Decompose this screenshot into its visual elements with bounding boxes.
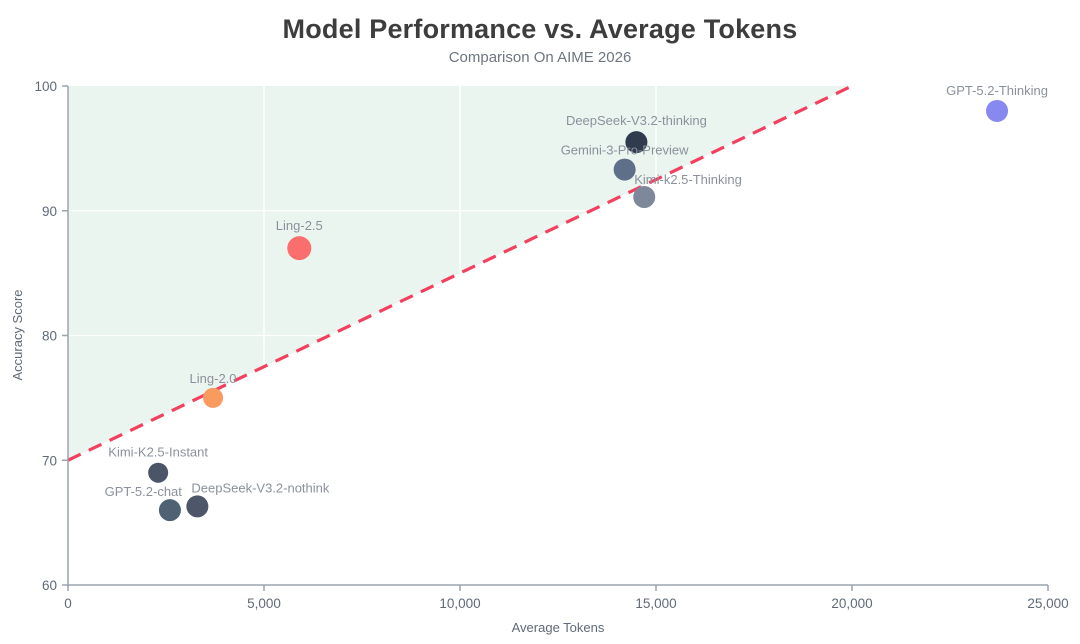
y-tick-label: 100 (34, 79, 57, 94)
point-label-gpt-5.2-chat: GPT-5.2-chat (105, 484, 183, 499)
x-tick-label: 10,000 (439, 596, 480, 611)
x-axis-label: Average Tokens (512, 620, 605, 635)
chart-subtitle: Comparison On AIME 2026 (448, 49, 632, 66)
data-point-ling-2.5 (287, 236, 312, 261)
point-label-gemini-3-pro-preview: Gemini-3-Pro-Preview (561, 143, 689, 158)
data-point-ling-2.0 (203, 387, 224, 408)
data-points (148, 99, 1009, 522)
y-axis-label: Accuracy Score (10, 289, 25, 380)
x-tick-label: 0 (64, 596, 72, 611)
reference-dashed-line (67, 84, 853, 462)
point-label-deepseek-v3.2-thinking: DeepSeek-V3.2-thinking (566, 113, 707, 128)
x-tick-label: 20,000 (831, 596, 872, 611)
point-label-ling-2.0: Ling-2.0 (190, 371, 237, 386)
data-point-gemini-3-pro-preview (613, 158, 636, 181)
trend-line (67, 84, 853, 462)
point-label-kimi-k2.5-thinking: Kimi-k2.5-Thinking (634, 172, 742, 187)
point-labels: GPT-5.2-Thinking DeepSeek-V3.2-thinking Ge… (105, 83, 1048, 499)
chart-title: Model Performance vs. Average Tokens (282, 14, 798, 44)
data-point-deepseek-v3.2-thinking (625, 131, 648, 154)
y-tick-label: 80 (42, 329, 57, 344)
point-label-gpt-5.2-thinking: GPT-5.2-Thinking (946, 83, 1048, 98)
x-tick-label: 5,000 (247, 596, 281, 611)
x-tick-label: 25,000 (1027, 596, 1068, 611)
data-point-gpt-5.2-chat (158, 499, 181, 522)
data-point-deepseek-v3.2-nothink (186, 495, 209, 518)
data-point-gpt-5.2-thinking (986, 99, 1009, 122)
x-tick-label: 15,000 (635, 596, 676, 611)
axes: 0 5,000 10,000 15,000 20,000 25,000 60 70 80 90 10… (34, 79, 1068, 611)
data-point-kimi-k2.5-thinking (633, 186, 656, 209)
data-point-kimi-k2.5-instant (148, 462, 169, 483)
point-label-deepseek-v3.2-nothink: DeepSeek-V3.2-nothink (191, 480, 330, 495)
point-label-ling-2.5: Ling-2.5 (276, 218, 323, 233)
y-tick-label: 90 (42, 204, 57, 219)
y-tick-label: 60 (42, 578, 57, 593)
gridlines (68, 86, 1048, 585)
point-label-kimi-k2.5-instant: Kimi-K2.5-Instant (108, 445, 208, 460)
y-tick-label: 70 (42, 453, 57, 468)
